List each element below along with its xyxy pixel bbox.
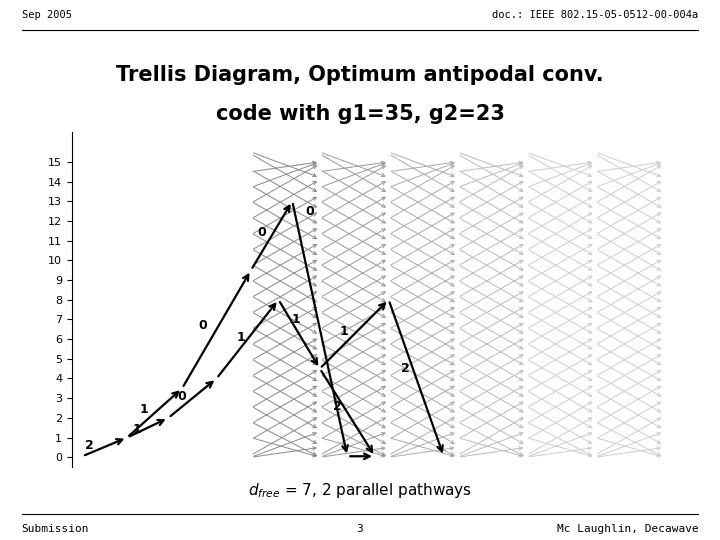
Text: 3: 3 xyxy=(356,524,364,534)
Text: Submission: Submission xyxy=(22,524,89,534)
Text: 1: 1 xyxy=(140,403,148,416)
Text: 1: 1 xyxy=(133,423,142,436)
Text: 1: 1 xyxy=(292,313,300,326)
Text: Trellis Diagram, Optimum antipodal conv.: Trellis Diagram, Optimum antipodal conv. xyxy=(116,65,604,85)
Text: code with g1=35, g2=23: code with g1=35, g2=23 xyxy=(215,104,505,125)
Text: 1: 1 xyxy=(340,325,348,338)
Text: 2: 2 xyxy=(402,362,410,375)
Text: 0: 0 xyxy=(305,205,314,218)
Text: 0: 0 xyxy=(199,319,207,332)
Text: 2: 2 xyxy=(333,400,341,413)
Text: 2: 2 xyxy=(85,439,94,452)
Text: $d_{free}$ = 7, 2 parallel pathways: $d_{free}$ = 7, 2 parallel pathways xyxy=(248,481,472,500)
Text: 0: 0 xyxy=(178,390,186,403)
Text: Sep 2005: Sep 2005 xyxy=(22,10,71,20)
Text: Mc Laughlin, Decawave: Mc Laughlin, Decawave xyxy=(557,524,698,534)
Text: 0: 0 xyxy=(257,226,266,239)
Text: 1: 1 xyxy=(236,330,245,343)
Text: doc.: IEEE 802.15-05-0512-00-004a: doc.: IEEE 802.15-05-0512-00-004a xyxy=(492,10,698,20)
